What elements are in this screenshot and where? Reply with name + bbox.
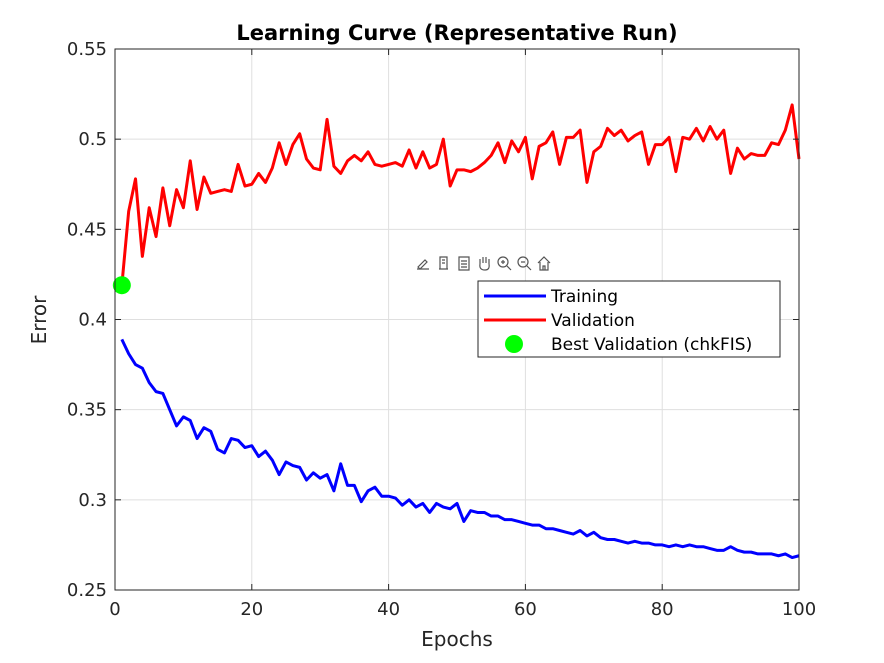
home-icon[interactable] [536,255,553,272]
legend-label-best-validation: Best Validation (chkFIS) [551,335,752,355]
validation-line [120,103,801,286]
legend: Training Validation Best Validation (chk… [477,280,781,358]
axes-toolbar [415,255,553,272]
pan-hand-icon[interactable] [476,255,493,272]
legend-label-training: Training [550,287,618,307]
datatip-icon[interactable] [436,255,453,272]
y-tick-label: 0.55 [67,39,107,60]
x-axis-label: Epochs [421,627,493,651]
y-tick-label: 0.5 [78,129,107,150]
x-tick-label: 20 [240,599,263,620]
brush-icon[interactable] [415,255,432,272]
x-tick-label: 80 [651,599,674,620]
ticks [114,48,800,591]
zoom-in-icon[interactable] [496,255,513,272]
y-tick-label: 0.25 [67,580,107,601]
x-tick-label: 60 [514,599,537,620]
zoom-out-icon[interactable] [516,255,533,272]
legend-toggle-icon[interactable] [456,255,473,272]
y-tick-label: 0.45 [67,219,107,240]
x-tick-label: 0 [109,599,120,620]
y-axis-label: Error [27,295,51,345]
legend-marker-best-validation [505,335,523,353]
tick-labels: 0 20 40 60 80 100 0.25 0.3 0.35 0.4 0.45 0.5 0.55 [67,39,816,620]
training-line [120,338,800,560]
y-tick-label: 0.35 [67,400,107,421]
chart-title: Learning Curve (Representative Run) [236,21,677,45]
y-tick-label: 0.4 [78,310,107,331]
legend-label-validation: Validation [551,311,635,331]
series-layer [112,103,801,560]
x-tick-label: 100 [782,599,816,620]
y-tick-label: 0.3 [78,490,107,511]
x-tick-label: 40 [377,599,400,620]
best-validation-marker [112,276,131,295]
